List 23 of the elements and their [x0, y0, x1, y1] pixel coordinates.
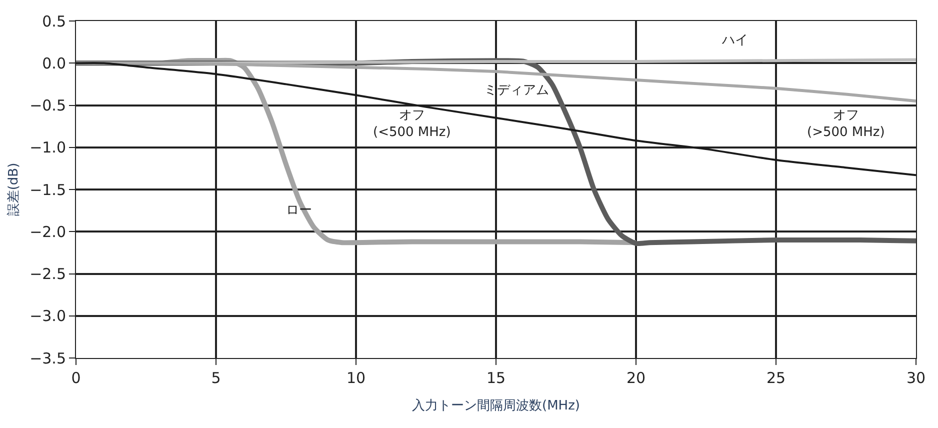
x-tick-label: 30	[906, 369, 926, 387]
x-tick-label: 5	[211, 369, 221, 387]
x-tick-label: 15	[486, 369, 506, 387]
x-tick-label: 25	[766, 369, 786, 387]
y-tick-label: −2.0	[30, 222, 66, 241]
y-tick-label: −3.0	[30, 307, 66, 326]
x-axis-title: 入力トーン間隔周波数(MHz)	[412, 398, 580, 414]
series-label: ハイ	[721, 33, 748, 48]
y-tick-label: −0.5	[30, 96, 66, 114]
y-tick-label: 0.0	[42, 54, 66, 72]
x-tick-label: 20	[626, 369, 646, 387]
y-tick-label: −1.0	[30, 138, 66, 157]
series-label: ロー	[286, 203, 312, 218]
series-label: ミディアム	[484, 83, 549, 98]
x-tick-label: 0	[71, 369, 81, 387]
series-label: オフ (<500 MHz)	[373, 108, 451, 140]
y-tick-label: −1.5	[30, 180, 66, 199]
series-label: オフ (>500 MHz)	[807, 108, 885, 140]
x-tick-label: 10	[346, 369, 366, 387]
y-tick-label: −2.5	[30, 265, 66, 283]
y-tick-label: −3.5	[30, 349, 66, 368]
y-tick-label: 0.5	[42, 12, 66, 30]
y-axis-title: 誤差(dB)	[6, 162, 22, 216]
